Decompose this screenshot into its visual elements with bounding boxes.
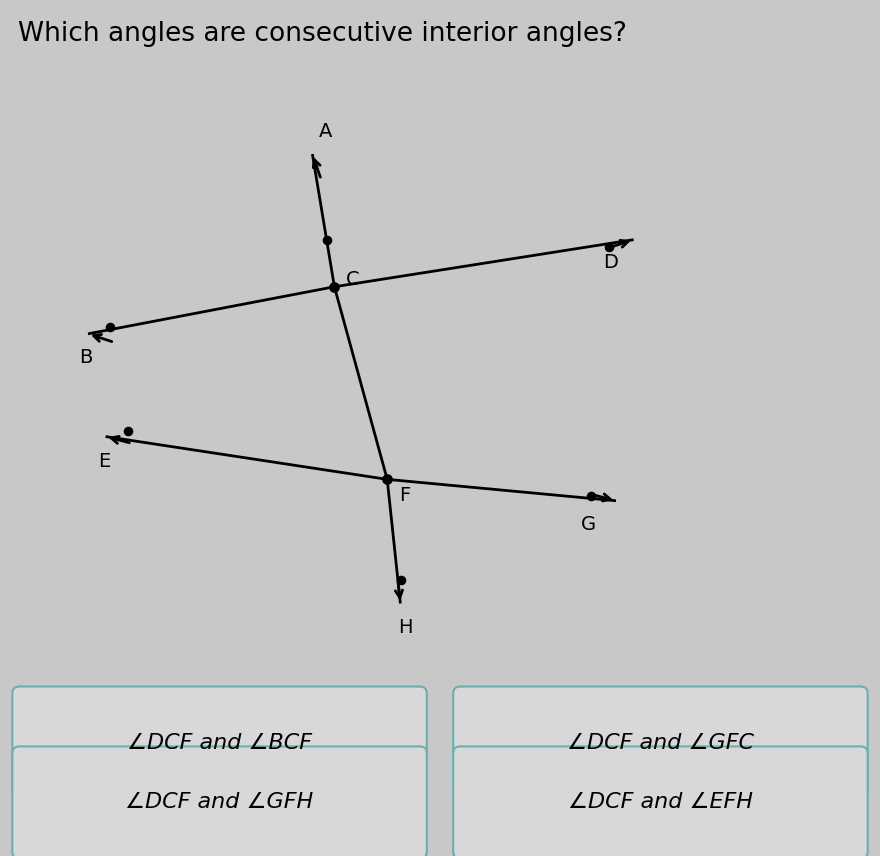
- Point: [380, 473, 394, 486]
- Text: ∠DCF and ∠EFH: ∠DCF and ∠EFH: [568, 793, 753, 812]
- Text: G: G: [581, 515, 596, 534]
- Point: [584, 489, 598, 502]
- Text: H: H: [398, 618, 412, 637]
- FancyBboxPatch shape: [453, 687, 868, 799]
- Text: C: C: [346, 270, 359, 288]
- Text: ∠DCF and ∠GFH: ∠DCF and ∠GFH: [126, 793, 313, 812]
- FancyBboxPatch shape: [12, 746, 427, 856]
- Point: [327, 280, 341, 294]
- Text: D: D: [603, 253, 618, 271]
- Text: A: A: [319, 122, 332, 141]
- Text: B: B: [79, 348, 92, 366]
- Text: E: E: [98, 452, 110, 471]
- Text: Which angles are consecutive interior angles?: Which angles are consecutive interior an…: [18, 21, 627, 47]
- Text: ∠DCF and ∠GFC: ∠DCF and ∠GFC: [567, 733, 754, 752]
- Point: [103, 320, 117, 334]
- Point: [394, 573, 408, 586]
- Point: [121, 425, 135, 438]
- Text: ∠DCF and ∠BCF: ∠DCF and ∠BCF: [127, 733, 312, 752]
- FancyBboxPatch shape: [453, 746, 868, 856]
- Text: F: F: [399, 486, 410, 505]
- Point: [602, 240, 616, 253]
- Point: [319, 234, 334, 247]
- FancyBboxPatch shape: [12, 687, 427, 799]
